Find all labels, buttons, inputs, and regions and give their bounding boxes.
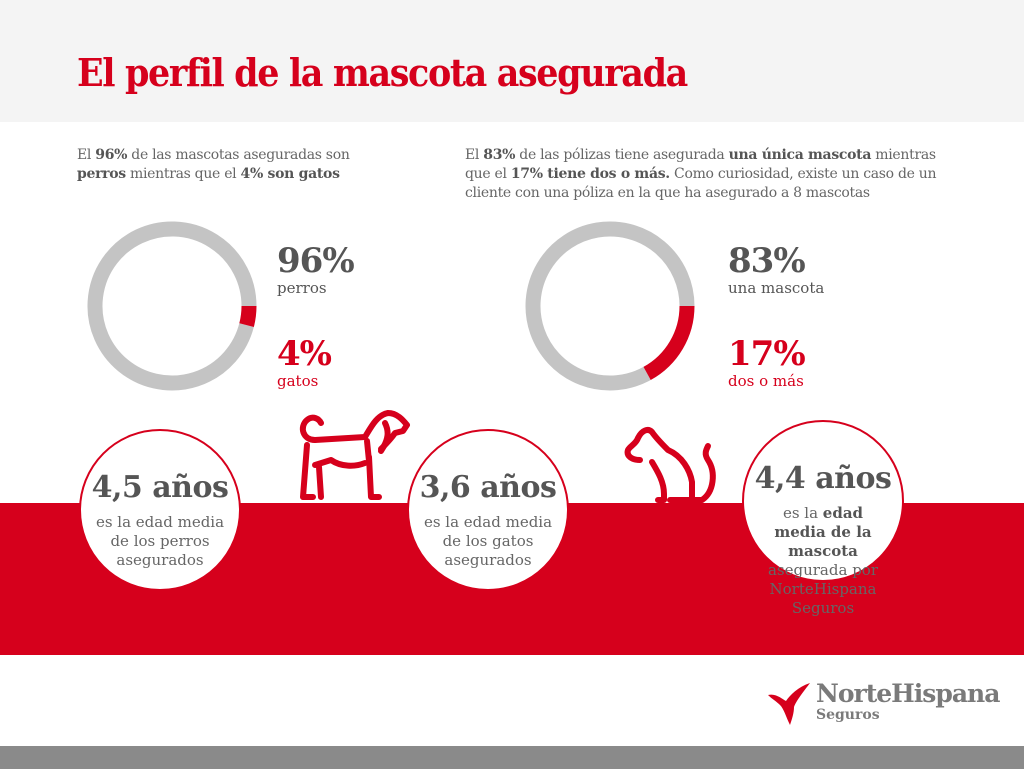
age-circle-cats: 3,6 años es la edad media de los gatos a…: [407, 429, 569, 591]
brand-logo: NorteHispana Seguros: [768, 679, 1008, 729]
brand-sub: Seguros: [816, 707, 880, 723]
stat-multiple-value: 17%: [728, 334, 806, 374]
age-dogs-value: 4,5 años: [91, 470, 229, 505]
stat-multiple-label: dos o más: [728, 372, 804, 390]
stat-dogs-value: 96%: [277, 241, 355, 281]
brand-name: NorteHispana: [816, 679, 1000, 708]
stat-dogs: 96% perros: [277, 241, 355, 298]
stat-cats-label: gatos: [277, 372, 319, 390]
stat-multiple: 17% dos o más: [728, 334, 806, 391]
donut-slice-dos-o-más: [643, 305, 695, 381]
age-cats-value: 3,6 años: [419, 470, 557, 505]
age-dogs-desc: es la edad media de los perros asegurado…: [95, 513, 225, 569]
stat-single: 83% una mascota: [728, 243, 824, 298]
donut-slice-una-mascota: [525, 221, 695, 391]
page-title: El perfil de la mascota asegurada: [77, 50, 688, 95]
age-all-desc: es la edad media de la mascota asegurada…: [767, 504, 878, 617]
star-logo-icon: [768, 683, 810, 725]
dog-icon: [299, 410, 410, 500]
stat-cats-value: 4%: [277, 334, 332, 374]
stat-dogs-label: perros: [277, 279, 327, 297]
donut-chart-species: [87, 221, 257, 391]
cat-icon: [624, 427, 716, 503]
intro-species: El 96% de las mascotas aseguradas son pe…: [77, 147, 350, 182]
intro-policies: El 83% de las pólizas tiene asegurada un…: [465, 147, 937, 201]
age-circle-all: 4,4 años es la edad media de la mascota …: [742, 420, 904, 617]
donut-slice-perros: [87, 221, 257, 391]
header-band: [0, 0, 1024, 122]
donut-chart-policies: [525, 221, 695, 391]
stat-cats: 4% gatos: [277, 334, 332, 391]
footer-bar: [0, 746, 1024, 769]
age-circle-dogs: 4,5 años es la edad media de los perros …: [79, 429, 241, 591]
donut-slice-gatos: [239, 305, 257, 328]
age-cats-desc: es la edad media de los gatos asegurados: [423, 513, 553, 569]
stat-single-label: una mascota: [728, 279, 825, 297]
age-all-value: 4,4 años: [754, 461, 892, 496]
stat-single-value: 83%: [728, 241, 806, 281]
